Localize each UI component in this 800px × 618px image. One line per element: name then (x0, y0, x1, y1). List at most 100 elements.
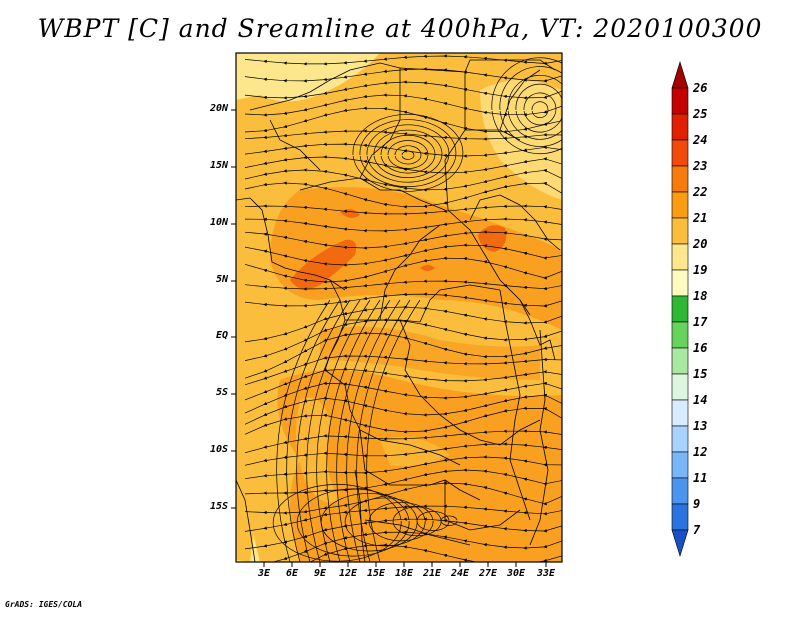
streamlines (244, 54, 562, 562)
streamline (499, 66, 562, 147)
colorbar-label: 23 (693, 159, 708, 173)
lon-label: 15E (366, 568, 386, 579)
streamline (387, 140, 429, 169)
lat-label: 5N (215, 274, 228, 285)
colorbar-segment (671, 503, 689, 531)
colorbar-segment (671, 451, 689, 479)
streamline (336, 299, 391, 562)
streamline (401, 150, 415, 160)
colorbar-segment (671, 217, 689, 245)
colorbar-label: 11 (693, 471, 708, 485)
colorbar-label: 14 (693, 393, 708, 407)
streamline (515, 83, 562, 133)
colorbar-label: 21 (693, 211, 708, 225)
streamline (352, 114, 464, 192)
streamline (366, 299, 421, 562)
streamline (296, 299, 351, 562)
colorbar-segment (671, 321, 689, 349)
colorbar-label: 18 (693, 289, 708, 303)
colorbar-segment (671, 373, 689, 401)
lon-label: 27E (478, 568, 498, 579)
streamline (368, 502, 434, 542)
streamline (244, 129, 562, 141)
colorbar-segment (671, 477, 689, 505)
streamline (507, 75, 562, 140)
streamline (491, 57, 562, 155)
lat-label: EQ (215, 330, 228, 341)
streamline (326, 299, 381, 562)
colorbar-segment (671, 399, 689, 427)
chart-title: WBPT [C] and Sreamline at 400hPa, VT: 20… (37, 14, 763, 43)
streamline (296, 488, 410, 557)
colorbar (671, 60, 689, 558)
streamline (523, 92, 557, 126)
lon-label: 12E (338, 568, 358, 579)
streamline (316, 299, 371, 562)
colorbar-label: 7 (693, 523, 701, 537)
streamline (272, 484, 402, 562)
lon-label: 18E (394, 568, 414, 579)
streamline (380, 134, 436, 174)
lon-label: 24E (450, 568, 470, 579)
colorbar-segment (671, 295, 689, 323)
streamline (263, 543, 562, 562)
colorbar-segment (671, 139, 689, 167)
lon-label: 3E (257, 568, 271, 579)
lat-label: 15N (209, 160, 228, 171)
lat-label: 20N (209, 103, 228, 114)
streamline (244, 142, 562, 158)
streamline (244, 256, 562, 284)
streamline (244, 217, 562, 233)
streamline (276, 299, 331, 562)
streamline (244, 279, 562, 291)
plot-frame (235, 52, 563, 563)
colorbar-label: 20 (693, 237, 708, 251)
colorbar-label: 12 (693, 445, 708, 459)
lat-label: 15S (209, 501, 228, 512)
streamline (373, 129, 443, 178)
colorbar-segment (671, 425, 689, 453)
streamline (244, 367, 562, 401)
lon-label: 30E (506, 568, 526, 579)
colorbar-segment (671, 529, 689, 558)
colorbar-label: 19 (693, 263, 708, 277)
streamline (346, 299, 401, 562)
colorbar-segment (671, 243, 689, 271)
colorbar-segment (671, 113, 689, 141)
colorbar-segment (671, 269, 689, 297)
streamline (366, 124, 450, 183)
colorbar-label: 13 (693, 419, 708, 433)
lon-label: 21E (422, 568, 442, 579)
lat-label: 10S (209, 444, 228, 455)
colorbar-label: 17 (693, 315, 708, 329)
colorbar-label: 26 (693, 81, 708, 95)
streamline (306, 299, 361, 562)
colorbar-label: 9 (693, 497, 701, 511)
colorbar-segment (671, 165, 689, 193)
streamline (356, 299, 411, 562)
streamline (286, 299, 341, 562)
streamline (531, 101, 549, 119)
streamline (244, 354, 562, 386)
lon-label: 33E (536, 568, 556, 579)
colorbar-segment (671, 87, 689, 115)
lon-label: 9E (313, 568, 327, 579)
axis-ticks (231, 109, 547, 567)
streamline (244, 204, 562, 216)
credit-label: GrADS: IGES/COLA (5, 600, 83, 609)
lat-label: 10N (209, 217, 228, 228)
lon-label: 6E (285, 568, 299, 579)
streamline (394, 145, 422, 165)
colorbar-segment (671, 347, 689, 375)
streamline (344, 497, 426, 547)
lat-label: 5S (215, 387, 228, 398)
colorbar-label: 25 (693, 107, 708, 121)
colorbar-label: 24 (693, 133, 708, 147)
streamline (359, 119, 457, 188)
colorbar-segment (671, 60, 689, 89)
colorbar-label: 15 (693, 367, 708, 381)
colorbar-label: 22 (693, 185, 708, 199)
colorbar-segment (671, 191, 689, 219)
streamline (244, 54, 562, 66)
